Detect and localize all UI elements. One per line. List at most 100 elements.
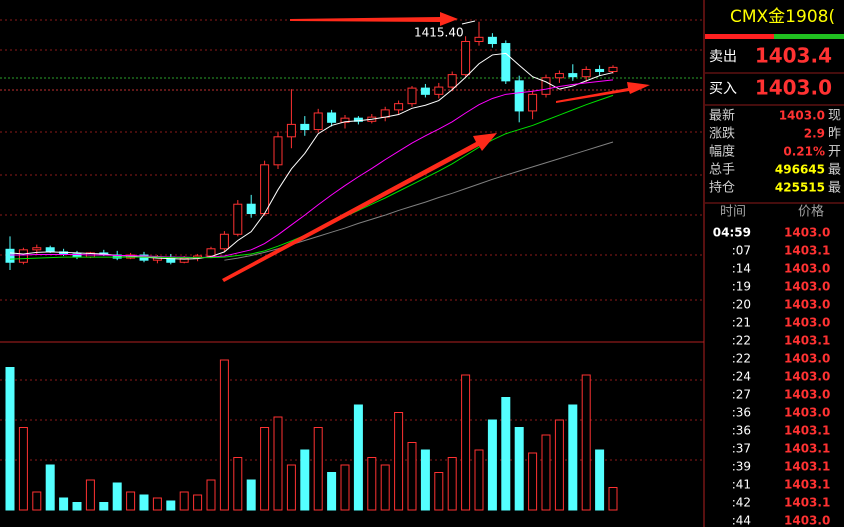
volume-bar [541,434,551,511]
volume-bar [18,427,28,511]
trade-time: :07 [732,244,751,258]
volume-bar [286,464,296,511]
candle-body [206,248,216,257]
volume-bar [45,464,55,511]
stat-suffix: 昨 [828,127,841,142]
stat-suffix: 最 [828,163,841,178]
volume-bar [260,427,270,511]
annotation-leader [461,20,476,25]
trade-price: 1403.0 [784,352,830,366]
candle-body [541,77,551,95]
trade-price: 1403.0 [784,514,830,527]
candle-body [487,36,497,45]
price-plot [5,21,618,271]
volume-bar [353,404,363,511]
arrow [290,12,458,26]
trade-time: :39 [732,460,751,474]
candle-body [608,66,618,73]
candle-body [219,233,229,250]
trade-price: 1403.1 [784,460,830,474]
candle-body [581,68,591,78]
candle-body [501,43,511,82]
trade-time: :37 [732,442,751,456]
bar-red [705,34,774,39]
candle-body [179,257,189,263]
volume-bar [193,494,203,511]
trade-price: 1403.1 [784,478,830,492]
trade-price: 1403.0 [784,370,830,384]
candle-body [233,203,243,235]
trade-price: 1403.0 [784,262,830,276]
candle-body [286,123,296,138]
bar-green [774,34,844,39]
candle-body [45,247,55,253]
candle-body [514,80,524,112]
quote-value: 1403.4 [755,44,832,68]
volume-bar [300,449,310,511]
trade-time: :22 [732,352,751,366]
trade-time: :22 [732,334,751,348]
volume-bar [206,479,216,511]
moving-average [9,52,614,260]
trade-time: :21 [732,316,751,330]
volume-bar [407,442,417,511]
candle-body [528,93,538,112]
volume-bar [528,452,538,511]
volume-bar [380,464,390,511]
quote-panel: CMX金1908( 卖出 1403.4买入 1403.0最新 1403.0 现涨跌 2.9… [705,7,844,527]
trade-price: 1403.0 [784,226,830,240]
trade-price: 1403.1 [784,442,830,456]
candle-body [461,40,471,76]
annotation-arrows [222,12,650,282]
volume-bar [273,416,283,511]
candle-body [407,87,417,105]
candle-body [18,249,28,263]
volume-plot [5,359,618,511]
volume-bar [394,412,404,511]
arrow [222,133,497,282]
trade-time: :36 [732,424,751,438]
arrow [556,82,650,103]
volume-bar [501,397,511,511]
volume-bar [139,494,149,511]
stat-value: 1403.0 [779,109,825,123]
candle-body [394,103,404,111]
volume-bar [32,491,42,511]
trade-price: 1403.1 [784,244,830,258]
trade-price: 1403.0 [784,316,830,330]
trade-header: 价格 [798,204,824,220]
trade-time: :20 [732,298,751,312]
stat-label: 幅度 [709,144,735,160]
volume-bar [72,502,82,511]
volume-bar [581,374,591,511]
candle-body [474,36,484,42]
candle-body [273,136,283,166]
candle-body [380,109,390,118]
trade-price: 1403.0 [784,406,830,420]
candle-body [260,164,270,215]
stat-value: 496645 [775,163,825,177]
volume-bar [595,449,605,511]
stat-label: 总手 [709,163,735,178]
stat-label: 涨跌 [709,126,735,142]
trade-time: :44 [732,514,751,527]
volume-bar [608,487,618,511]
candle-body [300,123,310,131]
trade-price: 1403.1 [784,424,830,438]
volume-bar [367,457,377,511]
volume-bar [233,457,243,511]
stat-label: 最新 [709,108,735,124]
volume-bar [219,359,229,511]
candle-body [434,86,444,95]
stat-suffix: 现 [828,109,841,124]
trade-price: 1403.1 [784,496,830,510]
trade-time: :36 [732,406,751,420]
trade-time: :42 [732,496,751,510]
volume-bar [554,419,564,511]
stat-suffix: 开 [828,145,841,160]
moving-average [10,79,614,259]
trade-time: 04:59 [713,226,751,240]
volume-bar [327,472,337,511]
